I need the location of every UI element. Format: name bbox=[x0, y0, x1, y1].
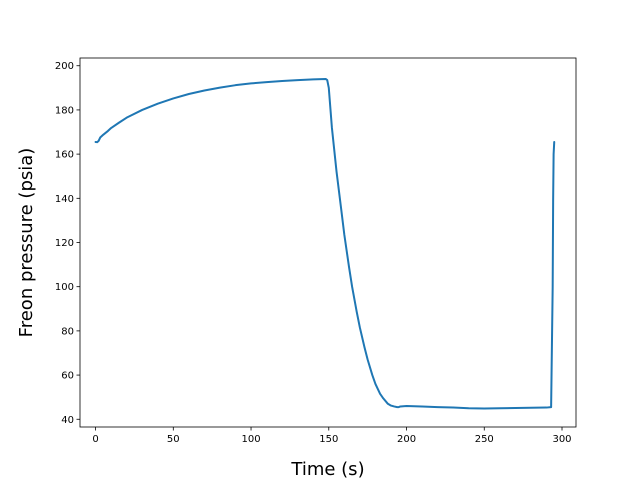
y-tick-label: 160 bbox=[55, 150, 74, 161]
x-axis-label: Time (s) bbox=[290, 459, 364, 480]
x-tick-label: 100 bbox=[241, 434, 260, 445]
x-tick-label: 200 bbox=[397, 434, 416, 445]
y-tick-label: 140 bbox=[55, 194, 74, 205]
series-line-0 bbox=[94, 77, 556, 410]
y-tick-label: 60 bbox=[61, 371, 74, 382]
x-tick-label: 300 bbox=[552, 434, 571, 445]
x-tick-label: 250 bbox=[475, 434, 494, 445]
y-tick-label: 80 bbox=[61, 326, 74, 337]
x-tick-label: 50 bbox=[167, 434, 180, 445]
y-tick-label: 40 bbox=[61, 415, 74, 426]
y-tick-label: 180 bbox=[55, 105, 74, 116]
y-axis: 40 60 80 100 120 140 160 180 200 bbox=[55, 61, 80, 426]
x-axis: 0 50 100 150 200 250 300 bbox=[92, 427, 572, 445]
x-tick-label: 0 bbox=[92, 434, 98, 445]
y-tick-label: 100 bbox=[55, 282, 74, 293]
x-tick-label: 150 bbox=[319, 434, 338, 445]
series-layer bbox=[94, 77, 556, 410]
y-axis-label: Freon pressure (psia) bbox=[16, 148, 37, 338]
y-tick-label: 120 bbox=[55, 238, 74, 249]
y-tick-label: 200 bbox=[55, 61, 74, 72]
